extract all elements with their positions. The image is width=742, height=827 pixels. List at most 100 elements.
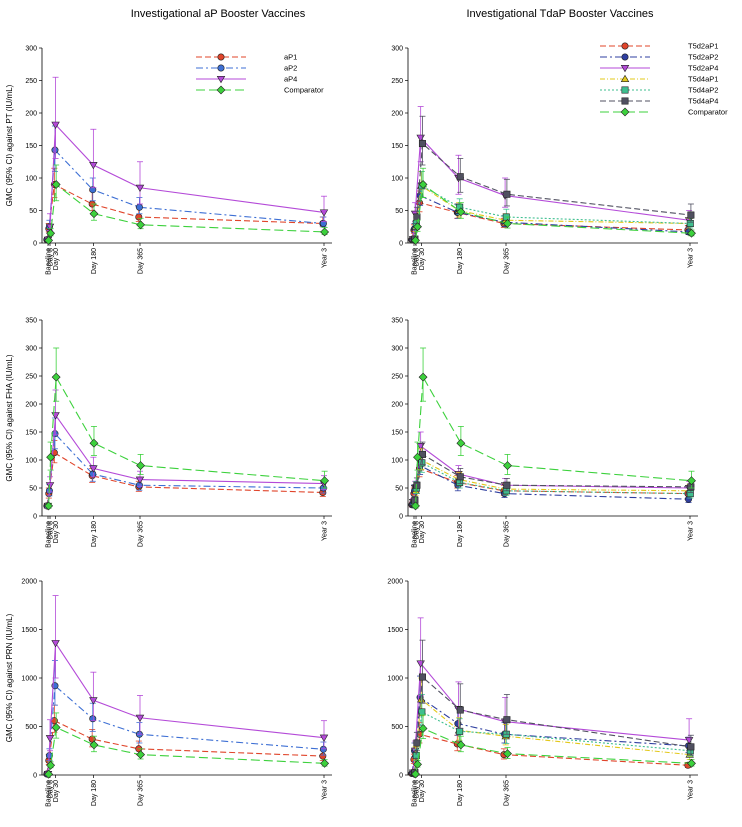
- y-tick-label: 2000: [21, 579, 37, 586]
- data-point: [51, 146, 59, 154]
- y-tick-label: 0: [399, 773, 403, 780]
- series-aP2: [43, 125, 327, 244]
- legend-label: T5d2aP2: [688, 53, 718, 62]
- y-tick-label: 200: [25, 111, 37, 118]
- data-point: [89, 465, 98, 473]
- y-tick-label: 150: [25, 430, 37, 437]
- data-point: [456, 207, 466, 217]
- data-point: [411, 501, 420, 511]
- data-point: [413, 481, 421, 489]
- data-point: [135, 203, 143, 211]
- x-tick-label: Baseline: [46, 521, 53, 548]
- data-point: [503, 716, 511, 724]
- y-tick-label: 50: [395, 486, 403, 493]
- y-tick-label: 1500: [387, 627, 403, 634]
- legend-label: aP1: [284, 53, 297, 62]
- legend-marker: [620, 65, 630, 73]
- right-column-title: Investigational TdaP Booster Vaccines: [466, 8, 654, 20]
- legend-marker: [620, 74, 630, 82]
- data-point: [319, 209, 329, 217]
- data-point: [456, 173, 464, 181]
- series-Comparator: [411, 714, 696, 779]
- data-point: [51, 640, 60, 648]
- y-tick-label: 200: [25, 402, 37, 409]
- x-tick-label: Year 3: [688, 248, 695, 268]
- left-column-title: Investigational aP Booster Vaccines: [131, 8, 306, 20]
- x-tick-label: Day 180: [457, 248, 464, 274]
- series-line: [48, 183, 325, 241]
- x-tick-label: Day 8: [48, 248, 55, 266]
- series-line: [411, 696, 689, 774]
- x-tick-label: Baseline: [46, 248, 53, 275]
- data-point: [320, 758, 330, 768]
- x-tick-label: Day 30: [419, 521, 426, 543]
- series-Comparator: [411, 347, 696, 511]
- x-tick-label: Baseline: [46, 780, 53, 807]
- series-line: [46, 719, 323, 775]
- data-point: [418, 673, 426, 681]
- data-point: [686, 220, 694, 228]
- series-aP4: [43, 595, 329, 779]
- legend-label: T5d4aP1: [688, 75, 718, 84]
- legend: aP1 aP2 aP4 Comparator: [196, 53, 324, 95]
- legend-label: T5d2aP4: [688, 64, 718, 73]
- x-tick-label: Day 180: [91, 521, 98, 547]
- data-point: [418, 180, 428, 189]
- series-T5d2aP1: [408, 722, 692, 778]
- y-tick-label: 0: [399, 241, 403, 248]
- series-T5d2aP1: [408, 458, 692, 509]
- data-point: [411, 235, 420, 245]
- data-point: [417, 695, 426, 703]
- data-point: [135, 714, 145, 723]
- data-point: [89, 162, 98, 170]
- data-point: [687, 758, 696, 768]
- y-tick-label: 0: [399, 514, 403, 521]
- series-line: [412, 662, 690, 773]
- data-point: [89, 438, 99, 448]
- data-point: [456, 438, 466, 448]
- data-point: [51, 372, 61, 382]
- legend-marker: [621, 42, 629, 50]
- data-point: [687, 228, 696, 238]
- series-line: [47, 641, 325, 775]
- y-tick-label: 0: [33, 514, 37, 521]
- series-line: [414, 183, 692, 241]
- data-point: [503, 481, 511, 489]
- series-T5d4aP1: [409, 171, 694, 243]
- data-point: [413, 222, 422, 232]
- data-point: [136, 461, 146, 471]
- data-point: [411, 769, 420, 779]
- data-point: [89, 470, 97, 478]
- data-point: [319, 752, 327, 760]
- series-line: [414, 375, 692, 506]
- x-tick-label: Day 365: [504, 780, 511, 806]
- x-tick-label: Year 3: [322, 521, 329, 541]
- data-point: [319, 745, 327, 753]
- x-tick-label: Year 3: [688, 780, 695, 800]
- legend-marker: [217, 53, 225, 61]
- y-tick-label: 200: [391, 111, 403, 118]
- y-tick-label: 250: [391, 78, 403, 85]
- data-point: [89, 209, 99, 219]
- legend-label: T5d2aP1: [688, 42, 718, 51]
- x-tick-label: Day 365: [138, 521, 145, 547]
- data-point: [503, 461, 512, 471]
- data-point: [418, 450, 426, 458]
- data-point: [456, 473, 464, 481]
- legend-marker: [216, 76, 226, 84]
- legend-marker: [217, 64, 225, 72]
- data-point: [687, 211, 695, 219]
- data-point: [319, 734, 329, 742]
- series-line: [411, 194, 689, 240]
- legend-label: T5d4aP2: [688, 86, 718, 95]
- y-tick-label: 250: [391, 374, 403, 381]
- data-point: [136, 750, 146, 760]
- series-T5d2aP4: [408, 617, 694, 777]
- legend-marker: [621, 86, 629, 94]
- x-tick-label: Day 8: [48, 521, 55, 539]
- data-point: [418, 724, 428, 733]
- data-point: [51, 723, 61, 732]
- data-point: [320, 227, 330, 237]
